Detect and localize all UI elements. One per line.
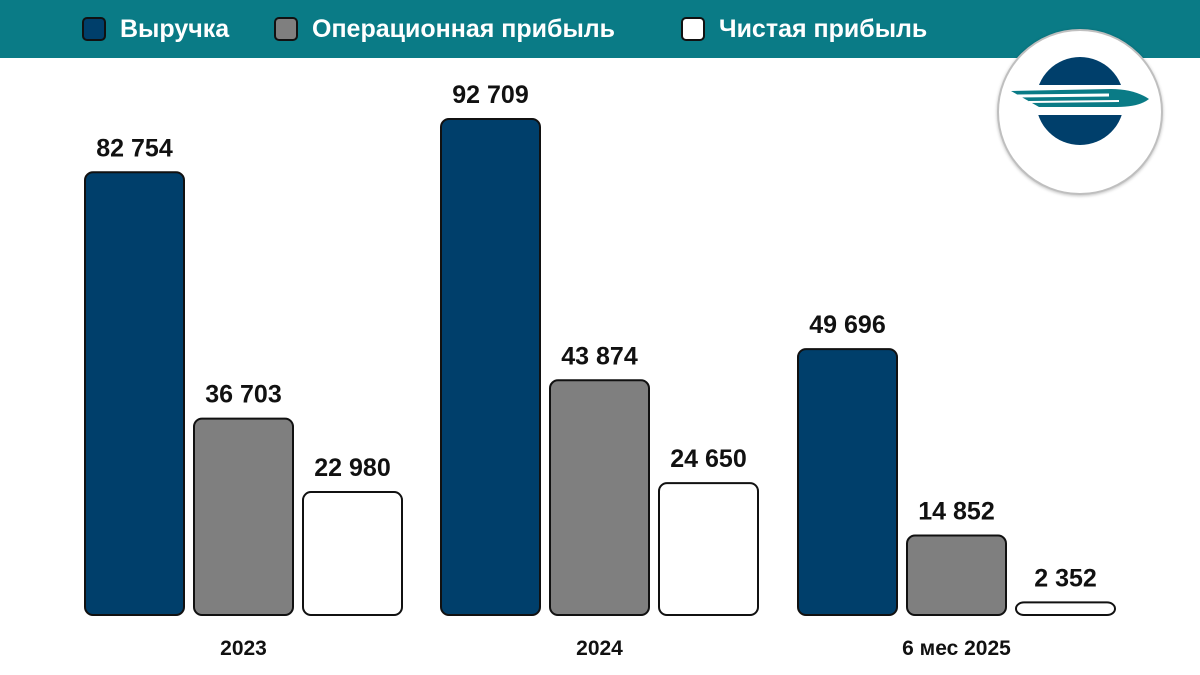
logo-icon (1011, 57, 1149, 145)
data-label-revenue-6m-2025: 49 696 (809, 311, 885, 339)
data-label-net-profit-2023: 22 980 (314, 454, 390, 482)
legend-label-revenue: Выручка (120, 14, 230, 43)
legend-label-operating-profit: Операционная прибыль (312, 14, 616, 43)
data-label-revenue-2024: 92 709 (452, 81, 528, 109)
data-label-net-profit-2024: 24 650 (670, 445, 746, 473)
data-label-net-profit-6m-2025: 2 352 (1034, 564, 1097, 592)
category-label-2023: 2023 (220, 637, 267, 660)
bar-operating-profit-6m-2025 (906, 534, 1007, 617)
data-label-operating-profit-2023: 36 703 (205, 381, 281, 409)
bar-net-profit-2024 (658, 482, 759, 616)
category-label-2024: 2024 (576, 637, 623, 660)
data-label-operating-profit-6m-2025: 14 852 (918, 498, 994, 526)
bar-operating-profit-2024 (549, 379, 650, 616)
data-label-revenue-2023: 82 754 (96, 134, 173, 162)
bar-net-profit-2023 (302, 491, 403, 616)
bar-operating-profit-2023 (193, 417, 294, 616)
bar-net-profit-6m-2025 (1015, 601, 1116, 616)
legend-item-revenue: Выручка (82, 13, 229, 45)
category-label-6m-2025: 6 мес 2025 (902, 637, 1011, 660)
data-label-operating-profit-2024: 43 874 (561, 342, 638, 370)
bar-revenue-2023 (84, 171, 185, 616)
legend-swatch-revenue (82, 17, 106, 41)
legend-label-net-profit: Чистая прибыль (719, 14, 928, 43)
legend-item-operating-profit: Операционная прибыль (274, 13, 615, 45)
legend-header: Выручка Операционная прибыль Чистая приб… (0, 0, 1200, 58)
bar-revenue-6m-2025 (797, 348, 898, 616)
legend-swatch-operating-profit (274, 17, 298, 41)
company-logo (997, 29, 1163, 195)
legend-item-net-profit: Чистая прибыль (681, 13, 927, 45)
bar-revenue-2024 (440, 118, 541, 616)
legend-swatch-net-profit (681, 17, 705, 41)
